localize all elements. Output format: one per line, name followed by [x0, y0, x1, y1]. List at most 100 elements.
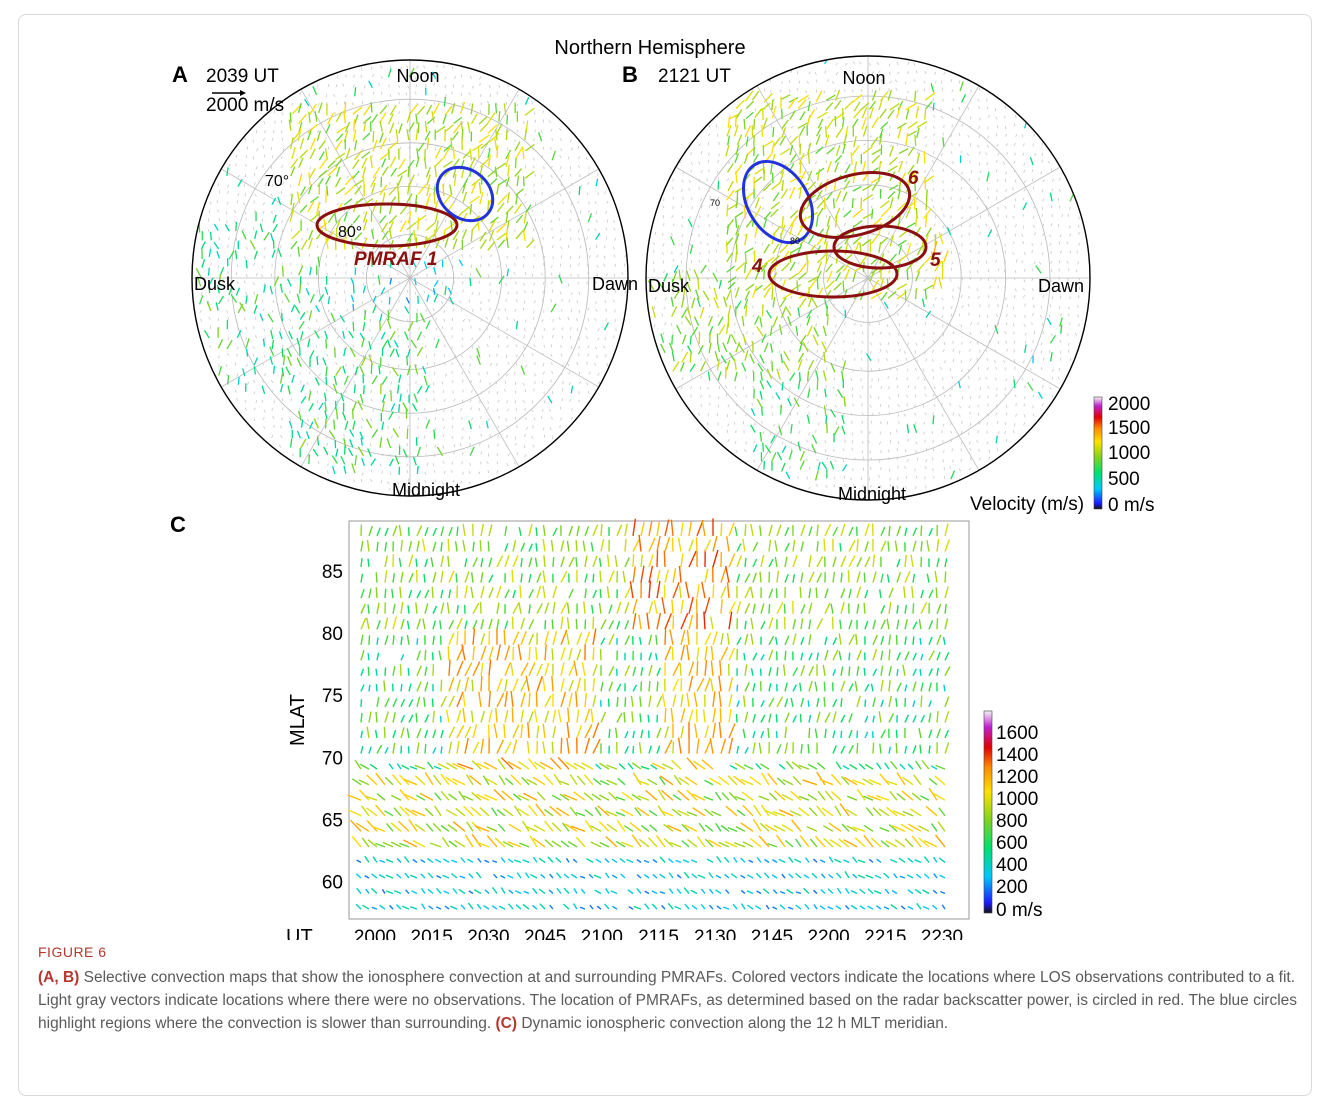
mlat-vector — [360, 713, 363, 723]
model-vector — [441, 281, 444, 285]
mlat-vector — [407, 667, 410, 676]
pmraf-4-label: 4 — [751, 256, 763, 277]
mlat-vector — [631, 834, 642, 848]
model-vector — [698, 143, 701, 147]
velocity-vector — [889, 197, 894, 209]
model-vector — [532, 157, 535, 161]
model-vector — [587, 345, 590, 349]
mlat-vector — [468, 774, 482, 786]
velocity-vector — [298, 113, 307, 125]
mlat-vector — [466, 821, 474, 832]
model-vector — [516, 103, 519, 107]
mlat-vector — [452, 821, 466, 832]
mlat-vector — [589, 904, 594, 910]
velocity-vector — [431, 111, 435, 123]
model-vector — [387, 425, 390, 429]
model-vector — [816, 358, 818, 362]
model-vector — [1041, 152, 1043, 156]
model-vector — [852, 403, 855, 407]
velocity-vector — [415, 156, 420, 168]
mlat-vector — [397, 820, 410, 832]
mlat-vector — [728, 723, 736, 739]
model-vector — [552, 327, 555, 331]
velocity-vector — [524, 170, 535, 179]
mlat-vector — [448, 526, 453, 537]
mlat-vector — [622, 570, 626, 583]
mlat-vector — [638, 534, 642, 552]
model-vector — [916, 89, 919, 93]
mlat-vector — [683, 887, 690, 894]
model-vector — [271, 155, 274, 159]
velocity-vector — [771, 452, 777, 462]
velocity-vector — [361, 337, 365, 348]
velocity-vector — [324, 330, 329, 340]
model-vector — [995, 366, 998, 370]
mlat-vector — [520, 631, 527, 646]
model-vector — [561, 353, 563, 357]
model-vector — [1078, 277, 1081, 281]
model-vector — [605, 227, 608, 231]
velocity-vector — [781, 119, 789, 129]
model-vector — [306, 418, 310, 422]
velocity-vector — [351, 463, 356, 474]
velocity-vector — [343, 375, 349, 386]
model-vector — [488, 263, 491, 267]
velocity-vector — [405, 297, 410, 304]
velocity-vector — [307, 184, 313, 195]
mlat-vector — [368, 746, 372, 754]
mlat-vector — [624, 746, 630, 754]
mlat-vector — [568, 525, 574, 537]
model-vector — [680, 224, 684, 228]
model-vector — [1005, 439, 1008, 443]
velocity-vector — [853, 220, 863, 228]
model-vector — [700, 376, 702, 380]
model-vector — [707, 214, 710, 218]
velocity-vector — [443, 144, 452, 152]
mlat-vector — [716, 905, 722, 910]
velocity-vector — [1022, 202, 1028, 211]
velocity-vector — [406, 355, 409, 366]
mlat-vector — [743, 652, 746, 661]
velocity-vector — [537, 131, 543, 142]
model-vector — [516, 94, 519, 98]
model-vector — [1058, 241, 1061, 245]
velocity-vector — [318, 158, 328, 170]
velocity-vector — [779, 297, 787, 308]
velocity-vector — [308, 229, 314, 240]
model-vector — [870, 305, 872, 309]
mlat-vector — [523, 890, 530, 895]
velocity-vector — [406, 365, 411, 376]
model-vector — [594, 318, 597, 322]
mlat-vector — [408, 819, 418, 832]
model-vector — [1006, 151, 1008, 155]
velocity-vector — [1013, 379, 1016, 389]
velocity-vector — [200, 241, 206, 250]
model-vector — [461, 337, 464, 341]
mlat-vector — [416, 618, 421, 630]
velocity-vector — [334, 212, 338, 223]
model-vector — [370, 478, 373, 482]
model-vector — [1012, 251, 1015, 255]
velocity-vector — [681, 351, 689, 363]
velocity-vector — [816, 199, 825, 209]
velocity-vector — [806, 260, 809, 273]
mlat-vector — [495, 707, 498, 723]
model-vector — [534, 327, 536, 331]
velocity-vector — [924, 177, 927, 190]
model-vector — [595, 273, 599, 277]
velocity-vector — [798, 262, 807, 274]
model-vector — [397, 272, 399, 276]
model-vector — [218, 364, 220, 368]
mlat-vector — [384, 570, 388, 583]
mlat-vector — [760, 714, 766, 723]
mlat-vector — [400, 654, 405, 661]
mlat-vector — [427, 888, 434, 895]
model-vector — [416, 308, 419, 312]
velocity-vector — [309, 267, 312, 276]
model-vector — [578, 255, 581, 259]
model-vector — [551, 370, 553, 374]
model-vector — [987, 385, 990, 389]
model-vector — [1066, 260, 1069, 264]
model-vector — [977, 144, 980, 148]
model-vector — [523, 290, 527, 294]
